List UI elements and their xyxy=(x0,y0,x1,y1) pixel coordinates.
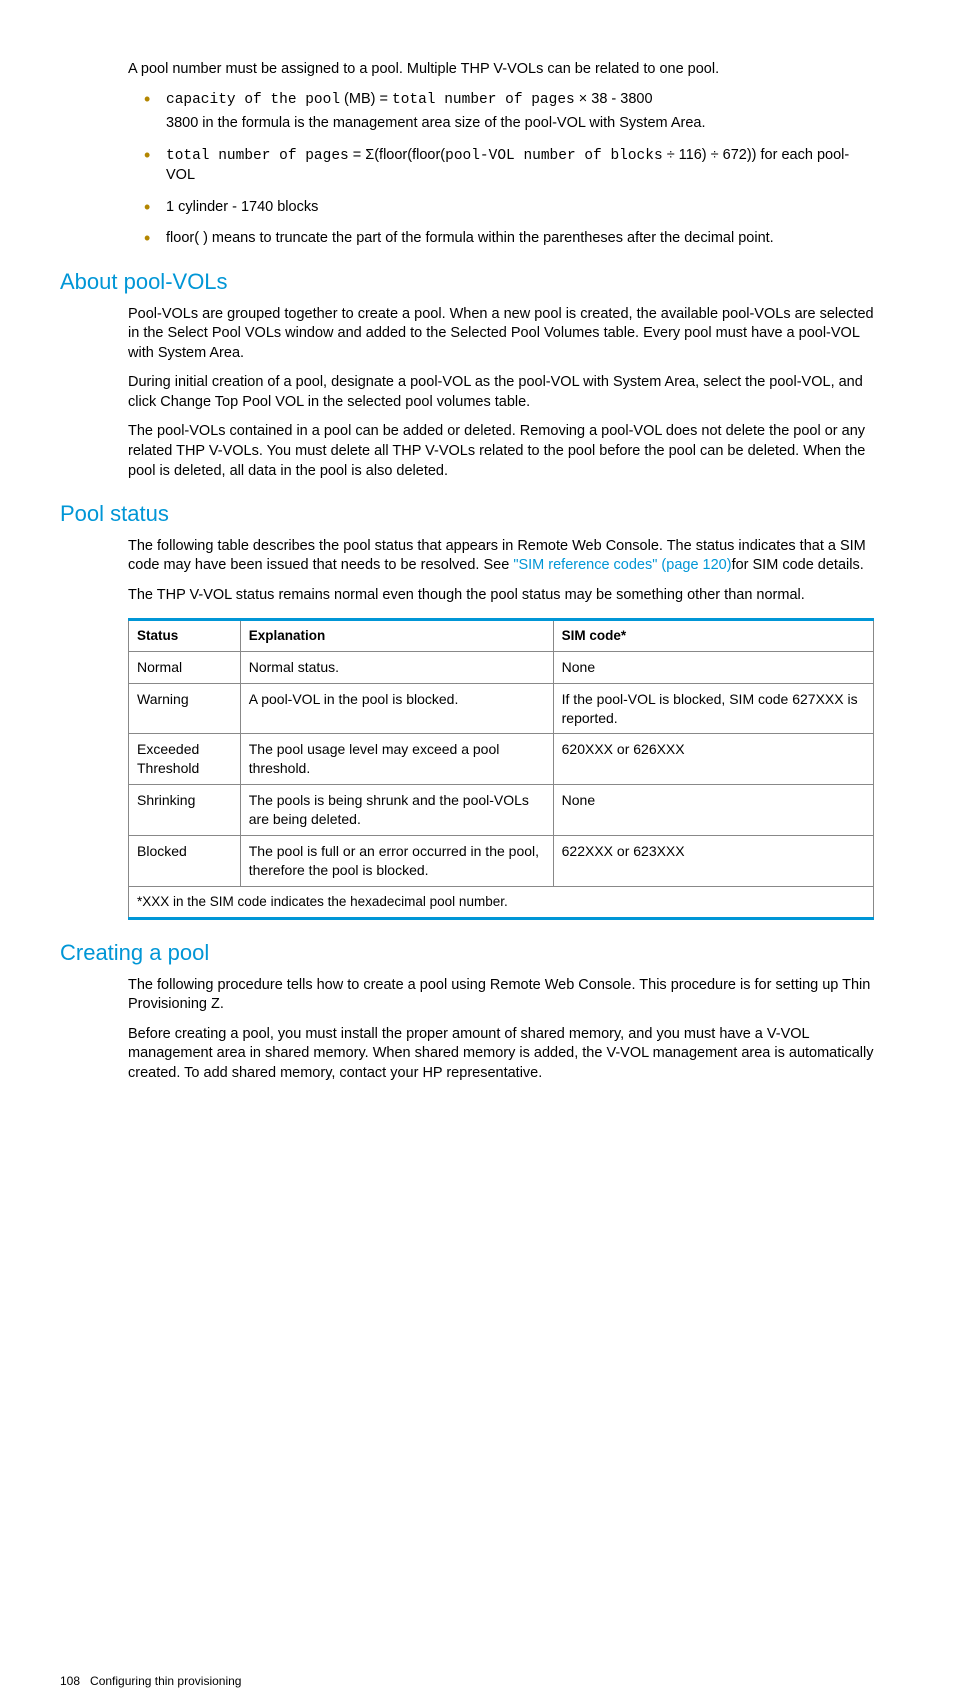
list-item: floor( ) means to truncate the part of t… xyxy=(144,229,874,249)
table-row: Exceeded Threshold The pool usage level … xyxy=(129,734,874,785)
col-explanation: Explanation xyxy=(240,619,553,651)
text: × 38 - 3800 xyxy=(575,91,653,107)
cell-sim: None xyxy=(553,651,873,683)
heading-creating-pool: Creating a pool xyxy=(60,938,874,968)
var-pages: total number of pages xyxy=(166,148,349,164)
var-capacity: capacity of the pool xyxy=(166,92,340,108)
page-number: 108 xyxy=(60,1674,80,1688)
table-row: Normal Normal status. None xyxy=(129,651,874,683)
body-text: Before creating a pool, you must install… xyxy=(128,1025,874,1084)
var-blocks: pool-VOL number of blocks xyxy=(445,148,663,164)
col-sim-code: SIM code* xyxy=(553,619,873,651)
list-item: total number of pages = Σ(floor(floor(po… xyxy=(144,146,874,186)
cell-explanation: Normal status. xyxy=(240,651,553,683)
body-text: The pool-VOLs contained in a pool can be… xyxy=(128,422,874,481)
list-item: 1 cylinder - 1740 blocks xyxy=(144,198,874,218)
formula-note: 3800 in the formula is the management ar… xyxy=(166,114,874,134)
cell-status: Exceeded Threshold xyxy=(129,734,241,785)
body-text: Pool-VOLs are grouped together to create… xyxy=(128,305,874,364)
cell-status: Warning xyxy=(129,683,241,734)
table-row: Shrinking The pools is being shrunk and … xyxy=(129,785,874,836)
body-text: During initial creation of a pool, desig… xyxy=(128,373,874,412)
formula-line: total number of pages = Σ(floor(floor(po… xyxy=(166,147,849,184)
table-row: Warning A pool-VOL in the pool is blocke… xyxy=(129,683,874,734)
body-text: The THP V-VOL status remains normal even… xyxy=(128,586,874,606)
table-row: Blocked The pool is full or an error occ… xyxy=(129,835,874,886)
text: = Σ(floor(floor( xyxy=(349,147,445,163)
cell-explanation: The pool usage level may exceed a pool t… xyxy=(240,734,553,785)
intro-text: A pool number must be assigned to a pool… xyxy=(128,60,874,80)
cell-status: Normal xyxy=(129,651,241,683)
cell-explanation: The pool is full or an error occurred in… xyxy=(240,835,553,886)
heading-about-pool-vols: About pool-VOLs xyxy=(60,267,874,297)
heading-pool-status: Pool status xyxy=(60,499,874,529)
var-pages: total number of pages xyxy=(392,92,575,108)
formula-line: capacity of the pool (MB) = total number… xyxy=(166,91,653,107)
footer-title: Configuring thin provisioning xyxy=(90,1674,241,1688)
page-footer: 108 Configuring thin provisioning xyxy=(60,1673,241,1689)
cell-explanation: A pool-VOL in the pool is blocked. xyxy=(240,683,553,734)
cell-sim: If the pool-VOL is blocked, SIM code 627… xyxy=(553,683,873,734)
text: for SIM code details. xyxy=(732,557,864,573)
cell-sim: 620XXX or 626XXX xyxy=(553,734,873,785)
cell-status: Blocked xyxy=(129,835,241,886)
cell-sim: 622XXX or 623XXX xyxy=(553,835,873,886)
table-footnote-row: *XXX in the SIM code indicates the hexad… xyxy=(129,886,874,918)
body-text: The following procedure tells how to cre… xyxy=(128,976,874,1015)
pool-status-table: Status Explanation SIM code* Normal Norm… xyxy=(128,618,874,920)
col-status: Status xyxy=(129,619,241,651)
body-text: The following table describes the pool s… xyxy=(128,537,874,576)
cell-explanation: The pools is being shrunk and the pool-V… xyxy=(240,785,553,836)
formula-list: capacity of the pool (MB) = total number… xyxy=(144,90,874,249)
text: (MB) = xyxy=(340,91,392,107)
list-item: capacity of the pool (MB) = total number… xyxy=(144,90,874,134)
sim-reference-link[interactable]: "SIM reference codes" (page 120) xyxy=(513,557,731,573)
cell-status: Shrinking xyxy=(129,785,241,836)
table-header-row: Status Explanation SIM code* xyxy=(129,619,874,651)
table-footnote: *XXX in the SIM code indicates the hexad… xyxy=(129,886,874,918)
cell-sim: None xyxy=(553,785,873,836)
